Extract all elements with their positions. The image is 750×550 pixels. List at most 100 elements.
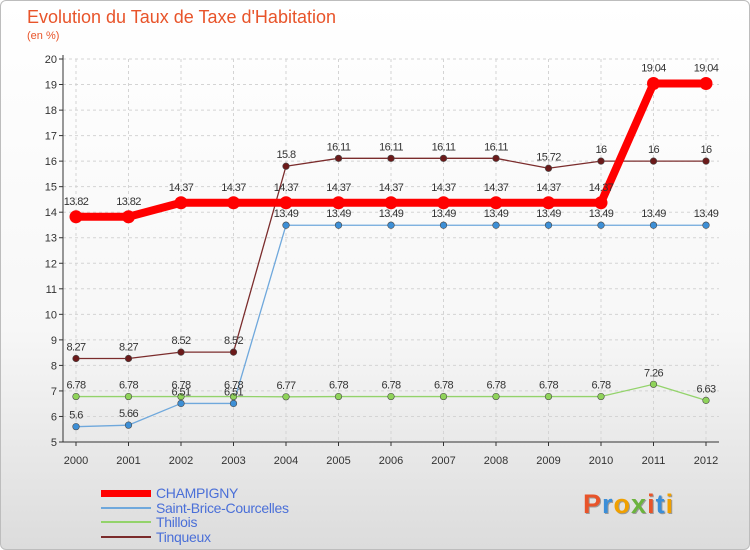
y-tick-label: 12 bbox=[45, 258, 57, 270]
axes: 5 6 7 8 9 10 11 12 13 14 15 16 17 18 19 20 2000 2001 2002 2… bbox=[45, 54, 719, 467]
data-label-saint-brice-courcelles: 13.49 bbox=[484, 208, 509, 220]
data-point-thillois bbox=[597, 392, 605, 401]
data-label-saint-brice-courcelles: 13.49 bbox=[274, 208, 299, 220]
x-tick-label: 2006 bbox=[379, 455, 403, 467]
legend-label-tinqueux: Tinqueux bbox=[156, 528, 211, 545]
data-label-tinqueux: 16.11 bbox=[432, 141, 456, 153]
x-tick-label: 2004 bbox=[274, 455, 298, 467]
y-tick-label: 5 bbox=[51, 437, 57, 449]
logo-letter: r bbox=[602, 489, 614, 519]
data-point-saint-brice-courcelles bbox=[439, 221, 448, 229]
data-label-champigny: 14.37 bbox=[221, 182, 246, 194]
data-label-champigny: 14.37 bbox=[589, 182, 614, 194]
data-label-champigny: 14.37 bbox=[431, 182, 456, 194]
data-label-thillois: 6.78 bbox=[66, 380, 85, 392]
data-point-champigny bbox=[384, 196, 398, 210]
data-point-thillois bbox=[649, 380, 658, 388]
y-tick-label: 14 bbox=[45, 207, 57, 219]
data-label-thillois: 6.78 bbox=[591, 380, 610, 392]
chart-title: Evolution du Taux de Taxe d'Habitation bbox=[27, 7, 336, 27]
data-point-tinqueux bbox=[492, 154, 500, 162]
data-label-thillois: 6.78 bbox=[119, 380, 138, 392]
y-tick-label: 20 bbox=[45, 54, 57, 66]
data-label-tinqueux: 8.27 bbox=[66, 342, 85, 354]
data-point-champigny bbox=[437, 196, 450, 210]
data-point-tinqueux bbox=[177, 348, 185, 356]
data-label-tinqueux: 16 bbox=[648, 144, 660, 156]
data-point-champigny bbox=[489, 196, 503, 210]
data-point-tinqueux bbox=[124, 354, 133, 363]
data-point-thillois bbox=[334, 392, 343, 401]
data-label-tinqueux: 8.52 bbox=[171, 335, 190, 347]
data-labels: 8.27 8.27 8.52 8.52 15.8 16.11 16.11 16.11 16.11… bbox=[64, 63, 720, 422]
y-tick-label: 19 bbox=[45, 80, 57, 92]
data-point-saint-brice-courcelles bbox=[124, 421, 133, 429]
legend-swatch-thillois bbox=[101, 521, 151, 523]
data-point-saint-brice-courcelles bbox=[387, 221, 395, 229]
data-point-champigny bbox=[227, 196, 240, 210]
data-point-champigny bbox=[542, 196, 555, 210]
logo-letter: P bbox=[583, 489, 603, 519]
legend-swatch-saint-brice-courcelles bbox=[101, 506, 151, 509]
data-label-thillois: 6.78 bbox=[381, 380, 400, 392]
data-point-thillois bbox=[439, 392, 448, 401]
data-point-thillois bbox=[72, 392, 80, 401]
data-point-thillois bbox=[229, 392, 238, 401]
data-point-thillois bbox=[702, 396, 710, 404]
y-tick-label: 6 bbox=[51, 411, 57, 423]
logo-letter: i bbox=[647, 489, 656, 519]
data-point-thillois bbox=[492, 392, 500, 401]
data-label-saint-brice-courcelles: 13.49 bbox=[589, 208, 614, 220]
data-point-tinqueux bbox=[334, 154, 343, 162]
data-point-tinqueux bbox=[649, 157, 658, 165]
x-tick-label: 2009 bbox=[536, 455, 560, 467]
data-label-champigny: 19.04 bbox=[641, 63, 666, 75]
x-tick-label: 2008 bbox=[484, 455, 508, 467]
data-point-tinqueux bbox=[229, 348, 238, 356]
data-label-tinqueux: 16 bbox=[700, 144, 712, 156]
y-tick-label: 7 bbox=[51, 386, 57, 398]
data-label-tinqueux: 8.27 bbox=[119, 342, 138, 354]
data-label-saint-brice-courcelles: 6.51 bbox=[224, 386, 243, 398]
y-tick-label: 17 bbox=[45, 131, 57, 143]
data-label-saint-brice-courcelles: 13.49 bbox=[536, 208, 561, 220]
x-tick-label: 2012 bbox=[694, 455, 718, 467]
logo-letter: o bbox=[613, 489, 632, 519]
data-point-champigny bbox=[699, 77, 713, 91]
data-label-champigny: 14.37 bbox=[326, 182, 351, 194]
data-point-tinqueux bbox=[282, 162, 290, 170]
data-label-champigny: 14.37 bbox=[536, 182, 561, 194]
data-label-thillois: 6.78 bbox=[171, 380, 190, 392]
data-label-champigny: 14.37 bbox=[274, 182, 299, 194]
legend-swatch-tinqueux bbox=[101, 535, 151, 538]
legend-label-saint-brice-courcelles: Saint-Brice-Courcelles bbox=[156, 499, 289, 516]
data-label-thillois: 6.78 bbox=[329, 380, 348, 392]
data-label-saint-brice-courcelles: 13.49 bbox=[694, 208, 719, 220]
x-tick-label: 2003 bbox=[221, 455, 245, 467]
chart-subtitle: (en %) bbox=[27, 30, 60, 42]
data-point-saint-brice-courcelles bbox=[597, 221, 605, 229]
data-point-saint-brice-courcelles bbox=[649, 221, 658, 229]
data-label-thillois: 6.63 bbox=[696, 383, 715, 395]
data-point-thillois bbox=[282, 393, 290, 401]
data-point-champigny bbox=[279, 196, 293, 210]
logo-letter: i bbox=[665, 489, 675, 519]
y-tick-label: 15 bbox=[45, 182, 57, 194]
data-point-champigny bbox=[594, 196, 608, 210]
data-label-tinqueux: 15.72 bbox=[536, 151, 561, 163]
logo-letter: t bbox=[655, 489, 666, 519]
data-label-saint-brice-courcelles: 6.51 bbox=[171, 386, 190, 398]
data-point-saint-brice-courcelles bbox=[282, 221, 290, 229]
x-tick-label: 2000 bbox=[64, 455, 88, 467]
data-label-saint-brice-courcelles: 13.49 bbox=[379, 208, 404, 220]
data-point-champigny bbox=[332, 196, 345, 210]
data-label-saint-brice-courcelles: 5.66 bbox=[119, 408, 138, 420]
data-label-saint-brice-courcelles: 13.49 bbox=[641, 208, 666, 220]
data-point-tinqueux bbox=[597, 157, 605, 165]
y-tick-label: 10 bbox=[45, 309, 57, 321]
data-label-thillois: 6.78 bbox=[434, 380, 453, 392]
data-label-thillois: 7.26 bbox=[644, 367, 663, 379]
y-tick-label: 8 bbox=[51, 360, 57, 372]
